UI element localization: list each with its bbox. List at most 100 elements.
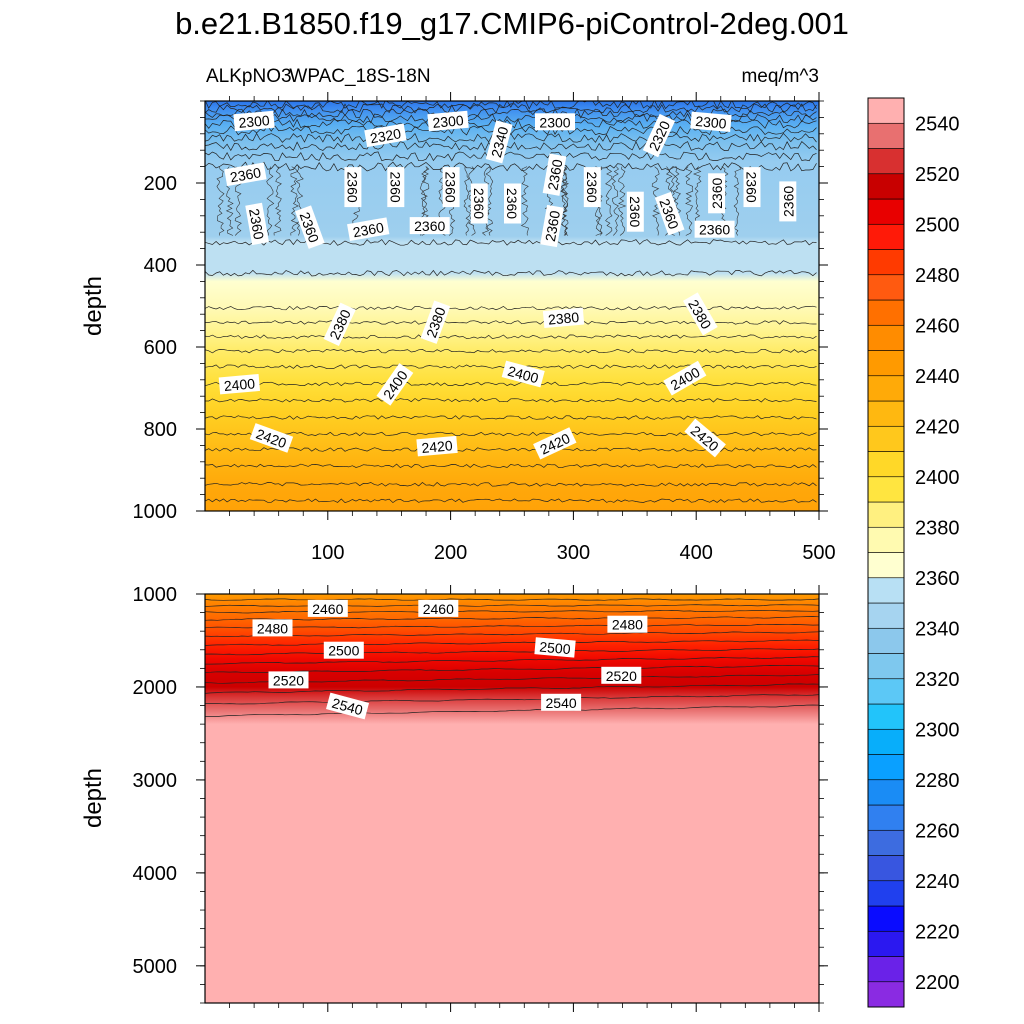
- lower-isoline-12: [205, 694, 819, 705]
- upper-isoline-s0: [205, 101, 817, 110]
- upper-isoline-s9: [205, 161, 817, 172]
- upper-contour-label-4: 2300: [535, 113, 575, 131]
- colorbar-swatch: [867, 930, 905, 957]
- label-box: [690, 111, 732, 133]
- label-box: [542, 307, 585, 329]
- lower-field: [205, 594, 819, 1003]
- contour-label-text: 2360: [414, 218, 445, 234]
- contour-label-text: 2540: [546, 695, 577, 711]
- upper-vertical-feature: [463, 166, 471, 236]
- contour-label-text: 2360: [471, 188, 487, 219]
- colorbar-swatch: [867, 476, 905, 503]
- label-box: [323, 302, 356, 347]
- figure-title: b.e21.B1850.f19_g17.CMIP6-piControl-2deg…: [175, 6, 849, 41]
- label-box: [535, 113, 575, 131]
- contour-label-text: 2360: [542, 209, 563, 243]
- lower-contour-label-9: 2540: [541, 693, 582, 711]
- colorbar: 2200 2220 2240 2260 2280 2300 2320 2340 2360 2380…: [867, 97, 960, 1008]
- label-box: [347, 217, 390, 242]
- label-box: [387, 167, 405, 208]
- upper-isoline-s2: [205, 108, 817, 119]
- upper-contour-label-7: 2360: [224, 162, 267, 187]
- contour-label-text: 2520: [273, 672, 304, 688]
- colorbar-swatch: [867, 829, 905, 856]
- label-box: [295, 205, 325, 249]
- colorbar-label: 2480: [915, 265, 960, 287]
- colorbar-swatch: [867, 324, 905, 351]
- contour-label-text: 2300: [539, 114, 570, 130]
- label-box: [416, 435, 458, 457]
- y-tick-label: 200: [144, 173, 177, 195]
- upper-vertical-feature: [618, 166, 627, 236]
- contour-label-text: 2360: [699, 222, 730, 238]
- lower-contour-labels: 2460 2460 2480 2480 2500 2500 2520 2520 2540 2540: [252, 599, 648, 720]
- y-tick-label: 1000: [133, 501, 178, 523]
- lower-isoline-13: [205, 704, 819, 717]
- label-box: [708, 173, 726, 214]
- upper-vertical-feature: [273, 166, 282, 236]
- lower-isoline-4: [205, 624, 819, 629]
- colorbar-swatch: [867, 703, 905, 730]
- label-box: [249, 423, 294, 453]
- colorbar-swatch: [867, 375, 905, 402]
- colorbar-swatch: [867, 274, 905, 301]
- contour-label-text: 2460: [312, 601, 343, 617]
- colorbar-label: 2260: [915, 820, 960, 842]
- colorbar-swatch: [867, 249, 905, 276]
- upper-vertical-feature: [520, 166, 529, 236]
- colorbar-swatch: [867, 299, 905, 326]
- colorbar-label: 2320: [915, 669, 960, 691]
- colorbar-label: 2460: [915, 315, 960, 337]
- colorbar-swatch: [867, 653, 905, 680]
- upper-ticks: 200 400 600 800 1000 100 200 300 400 500: [133, 92, 836, 564]
- lower-isoline-1: [205, 604, 819, 607]
- contour-label-text: 2360: [544, 158, 565, 192]
- lower-contour-label-1: 2460: [418, 599, 459, 617]
- subtitle-region: WPAC_18S-18N: [289, 66, 430, 87]
- colorbar-swatch: [867, 754, 905, 781]
- label-box: [245, 202, 269, 246]
- contour-label-text: 2360: [584, 172, 600, 203]
- label-box: [504, 183, 521, 224]
- contour-label-text: 2360: [709, 178, 725, 209]
- colorbar-swatch: [867, 97, 905, 124]
- y-tick-label: 400: [144, 255, 177, 277]
- colorbar-label: 2220: [915, 921, 960, 943]
- label-box: [427, 110, 469, 132]
- colorbar-swatch: [867, 425, 905, 452]
- lower-isoline-7: [205, 648, 819, 656]
- contour-label-text: 2300: [238, 112, 271, 131]
- colorbar-label: 2500: [915, 214, 960, 236]
- upper-frame: [204, 100, 820, 512]
- colorbar-swatch: [867, 627, 905, 654]
- upper-isoline-d12: [205, 463, 817, 469]
- colorbar-label: 2540: [915, 113, 960, 135]
- colorbar-label: 2400: [915, 467, 960, 489]
- label-box: [626, 191, 644, 232]
- label-box: [224, 162, 267, 187]
- label-box: [694, 220, 735, 238]
- colorbar-swatch: [867, 122, 905, 149]
- y-tick-label: 4000: [133, 863, 178, 885]
- upper-vertical-feature: [560, 166, 570, 236]
- label-box: [684, 418, 726, 458]
- upper-contour-label-20: 2360: [245, 202, 269, 246]
- colorbar-label: 2200: [915, 972, 960, 994]
- label-box: [326, 692, 370, 720]
- lower-ticks: 1000 2000 3000 4000 5000: [133, 584, 828, 1012]
- upper-isoline-d8: [205, 398, 817, 403]
- lower-isoline-6: [205, 639, 819, 646]
- colorbar-swatch: [867, 451, 905, 478]
- contour-label-text: 2360: [246, 207, 267, 241]
- contour-label-text: 2340: [488, 125, 512, 159]
- upper-contour-lines: [205, 101, 817, 504]
- upper-isoline-d13: [205, 482, 817, 487]
- contour-label-text: 2480: [612, 617, 643, 633]
- lower-isoline-9: [205, 665, 819, 673]
- label-box: [344, 167, 362, 208]
- colorbar-swatch: [867, 779, 905, 806]
- contour-label-text: 2360: [443, 172, 459, 203]
- upper-contour-label-18: 2360: [743, 167, 761, 208]
- lower-isoline-2: [205, 610, 819, 614]
